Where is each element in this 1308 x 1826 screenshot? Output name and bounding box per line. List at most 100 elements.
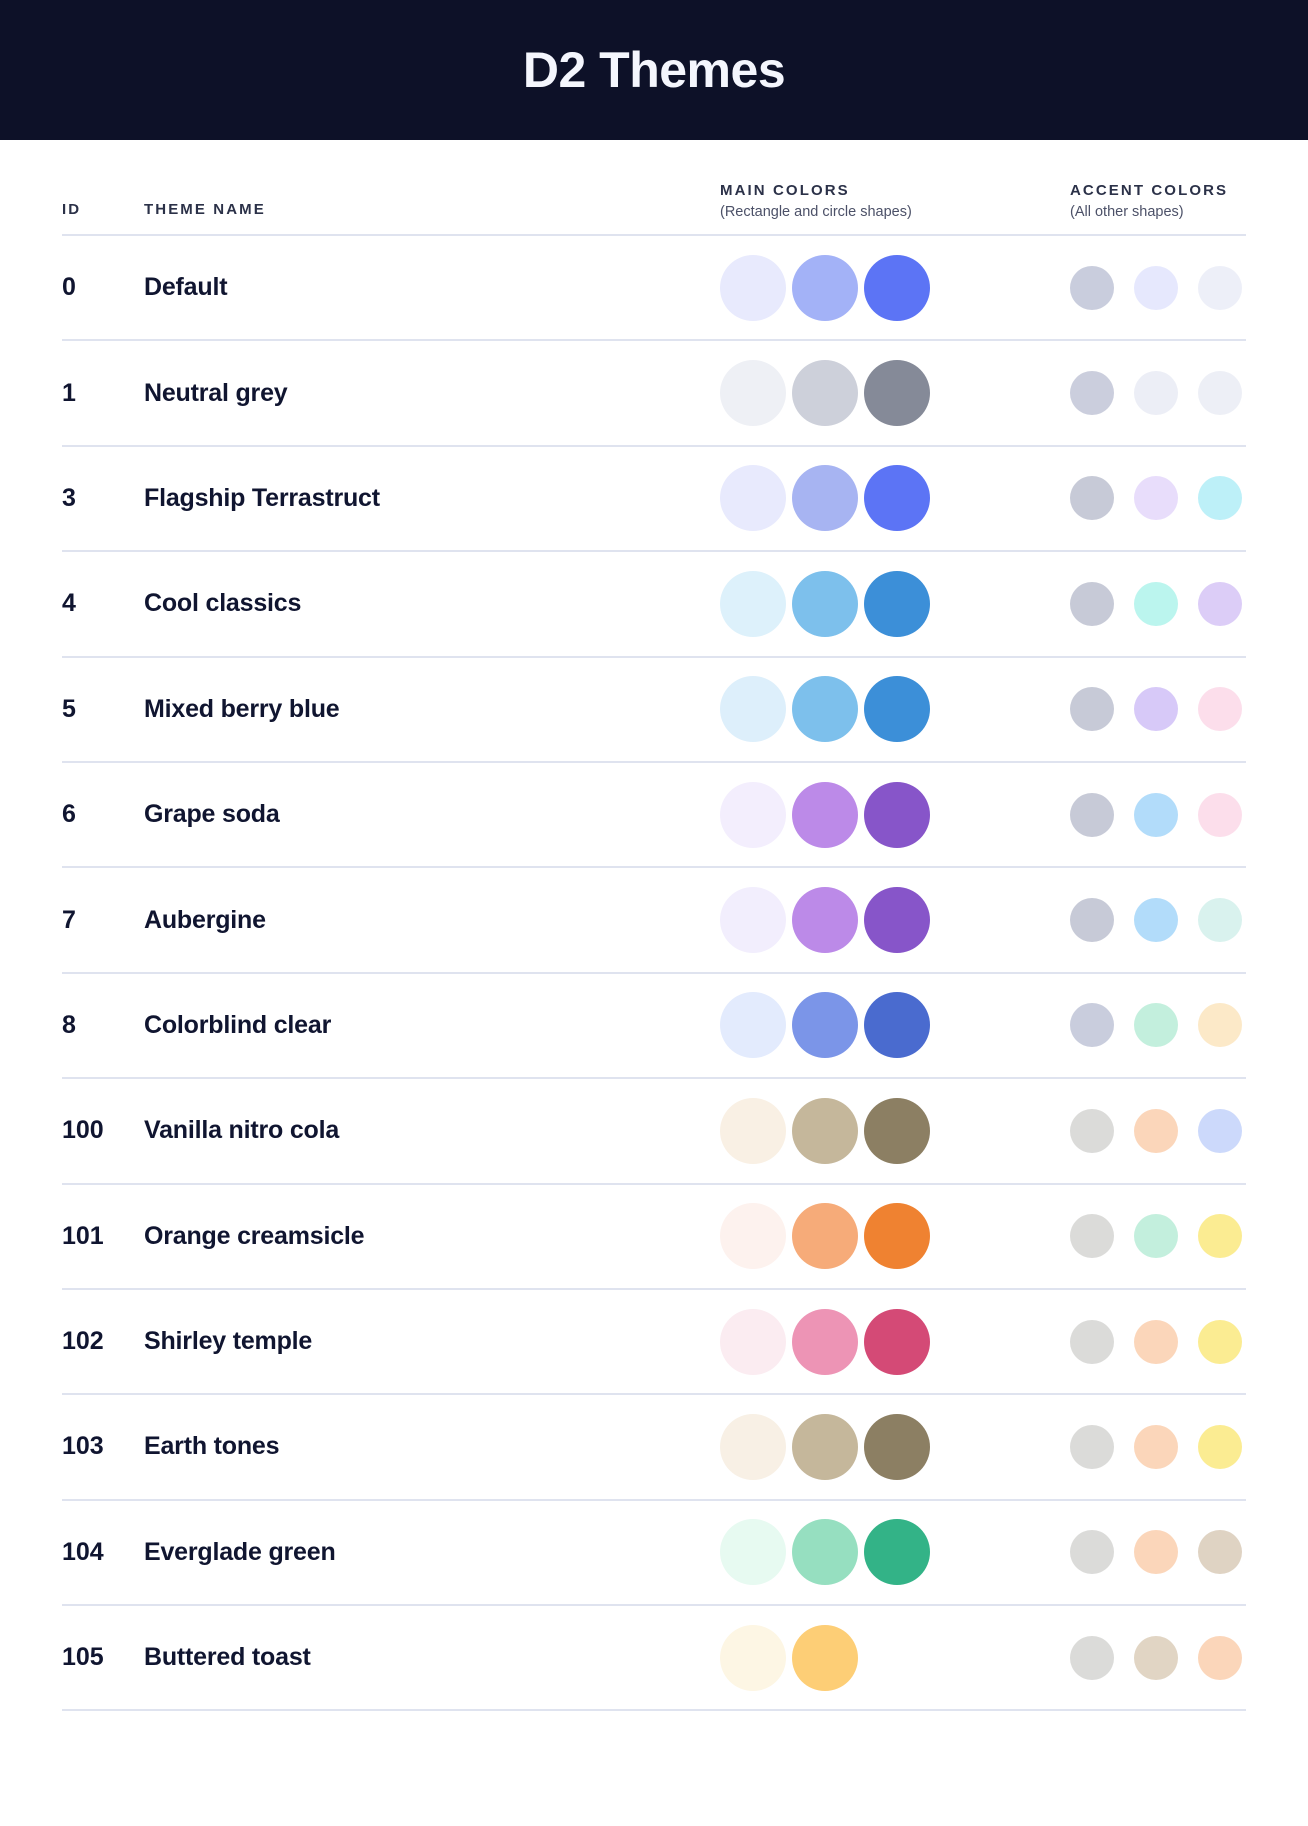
accent-color-swatch-1	[1070, 1319, 1114, 1364]
accent-color-swatches	[1070, 687, 1246, 732]
main-color-swatch-3	[864, 1413, 930, 1480]
main-color-swatch-1	[720, 887, 786, 954]
header-sub-accent-colors: (All other shapes)	[1070, 204, 1184, 220]
accent-color-swatch-2	[1134, 898, 1178, 943]
theme-id: 101	[62, 1221, 104, 1250]
header-label-id: ID	[62, 201, 82, 219]
page-title: D2 Themes	[522, 42, 786, 98]
header-label-accent-colors: ACCENT COLORS	[1070, 182, 1229, 200]
main-color-swatches	[720, 781, 1070, 848]
main-color-swatch-2	[792, 465, 858, 532]
main-color-swatch-1	[720, 1413, 786, 1480]
accent-color-swatches	[1070, 1530, 1246, 1575]
accent-color-swatch-2	[1134, 1319, 1178, 1364]
table-row[interactable]: 0 Default	[62, 236, 1246, 342]
theme-name: Neutral grey	[144, 378, 288, 407]
accent-color-swatches	[1070, 1108, 1246, 1153]
theme-id: 102	[62, 1327, 104, 1356]
table-row[interactable]: 100 Vanilla nitro cola	[62, 1079, 1246, 1185]
accent-color-swatch-2	[1134, 1530, 1178, 1575]
main-color-swatch-2	[792, 887, 858, 954]
main-color-swatch-3	[864, 465, 930, 532]
main-color-swatch-3	[864, 570, 930, 637]
theme-name: Everglade green	[144, 1537, 336, 1566]
table-row[interactable]: 105 Buttered toast	[62, 1606, 1246, 1712]
table-row[interactable]: 102 Shirley temple	[62, 1290, 1246, 1396]
main-color-swatch-3	[864, 254, 930, 321]
accent-color-swatches	[1070, 898, 1246, 943]
table-row[interactable]: 6 Grape soda	[62, 763, 1246, 869]
accent-color-swatch-3	[1198, 1214, 1242, 1259]
accent-color-swatch-2	[1134, 1635, 1178, 1680]
table-row[interactable]: 7 Aubergine	[62, 868, 1246, 974]
main-color-swatch-3	[864, 1097, 930, 1164]
theme-name: Flagship Terrastruct	[144, 483, 380, 512]
accent-color-swatch-3	[1198, 1424, 1242, 1469]
accent-color-swatch-1	[1070, 581, 1114, 626]
table-row[interactable]: 1 Neutral grey	[62, 341, 1246, 447]
main-color-swatch-2	[792, 570, 858, 637]
theme-id: 5	[62, 694, 76, 723]
table-row[interactable]: 8 Colorblind clear	[62, 974, 1246, 1080]
main-color-swatches	[720, 254, 1070, 321]
table-row[interactable]: 5 Mixed berry blue	[62, 658, 1246, 763]
main-color-swatch-3	[864, 1519, 930, 1586]
accent-color-swatch-2	[1134, 1108, 1178, 1153]
main-color-swatch-1	[720, 781, 786, 848]
main-color-swatches	[720, 887, 1070, 954]
accent-color-swatch-1	[1070, 1108, 1114, 1153]
main-color-swatch-1	[720, 676, 786, 743]
theme-id: 105	[62, 1643, 104, 1672]
accent-color-swatch-2	[1134, 265, 1178, 310]
accent-color-swatch-3	[1198, 1003, 1242, 1048]
main-color-swatch-2	[792, 1413, 858, 1480]
main-color-swatch-2	[792, 992, 858, 1059]
main-color-swatch-1	[720, 992, 786, 1059]
accent-color-swatch-2	[1134, 792, 1178, 837]
header-sub-main-colors: (Rectangle and circle shapes)	[720, 204, 912, 220]
theme-id: 0	[62, 273, 76, 302]
accent-color-swatch-3	[1198, 687, 1242, 732]
theme-name: Shirley temple	[144, 1327, 313, 1356]
main-color-swatch-2	[792, 1097, 858, 1164]
header-label-main-colors: MAIN COLORS	[720, 182, 850, 200]
theme-name: Mixed berry blue	[144, 694, 340, 723]
theme-name: Grape soda	[144, 800, 280, 829]
main-color-swatch-1	[720, 360, 786, 427]
header-cell-main-colors: MAIN COLORS (Rectangle and circle shapes…	[720, 182, 1070, 220]
accent-color-swatches	[1070, 792, 1246, 837]
main-color-swatch-3	[864, 1203, 930, 1270]
accent-color-swatches	[1070, 265, 1246, 310]
main-color-swatch-2	[792, 1519, 858, 1586]
table-row[interactable]: 3 Flagship Terrastruct	[62, 447, 1246, 553]
table-row[interactable]: 101 Orange creamsicle	[62, 1185, 1246, 1290]
main-color-swatch-2	[792, 676, 858, 743]
accent-color-swatch-1	[1070, 265, 1114, 310]
main-color-swatches	[720, 570, 1070, 637]
theme-name: Earth tones	[144, 1432, 280, 1461]
table-row[interactable]: 4 Cool classics	[62, 552, 1246, 658]
main-color-swatch-3	[864, 992, 930, 1059]
accent-color-swatch-3	[1198, 1319, 1242, 1364]
accent-color-swatch-2	[1134, 581, 1178, 626]
accent-color-swatches	[1070, 1003, 1246, 1048]
accent-color-swatches	[1070, 1319, 1246, 1364]
themes-table: ID THEME NAME MAIN COLORS (Rectangle and…	[0, 140, 1308, 1712]
accent-color-swatches	[1070, 371, 1246, 416]
accent-color-swatches	[1070, 1424, 1246, 1469]
table-row[interactable]: 104 Everglade green	[62, 1501, 1246, 1607]
main-color-swatch-1	[720, 1308, 786, 1375]
accent-color-swatch-1	[1070, 687, 1114, 732]
title-bar: D2 Themes	[0, 0, 1308, 140]
table-row[interactable]: 103 Earth tones	[62, 1395, 1246, 1501]
theme-name: Buttered toast	[144, 1643, 311, 1672]
main-color-swatch-1	[720, 570, 786, 637]
main-color-swatch-3	[864, 1308, 930, 1375]
accent-color-swatch-1	[1070, 476, 1114, 521]
theme-id: 7	[62, 905, 76, 934]
main-color-swatches	[720, 1097, 1070, 1164]
theme-id: 100	[62, 1116, 104, 1145]
theme-name: Vanilla nitro cola	[144, 1116, 340, 1145]
theme-id: 103	[62, 1432, 104, 1461]
main-color-swatches	[720, 676, 1070, 743]
